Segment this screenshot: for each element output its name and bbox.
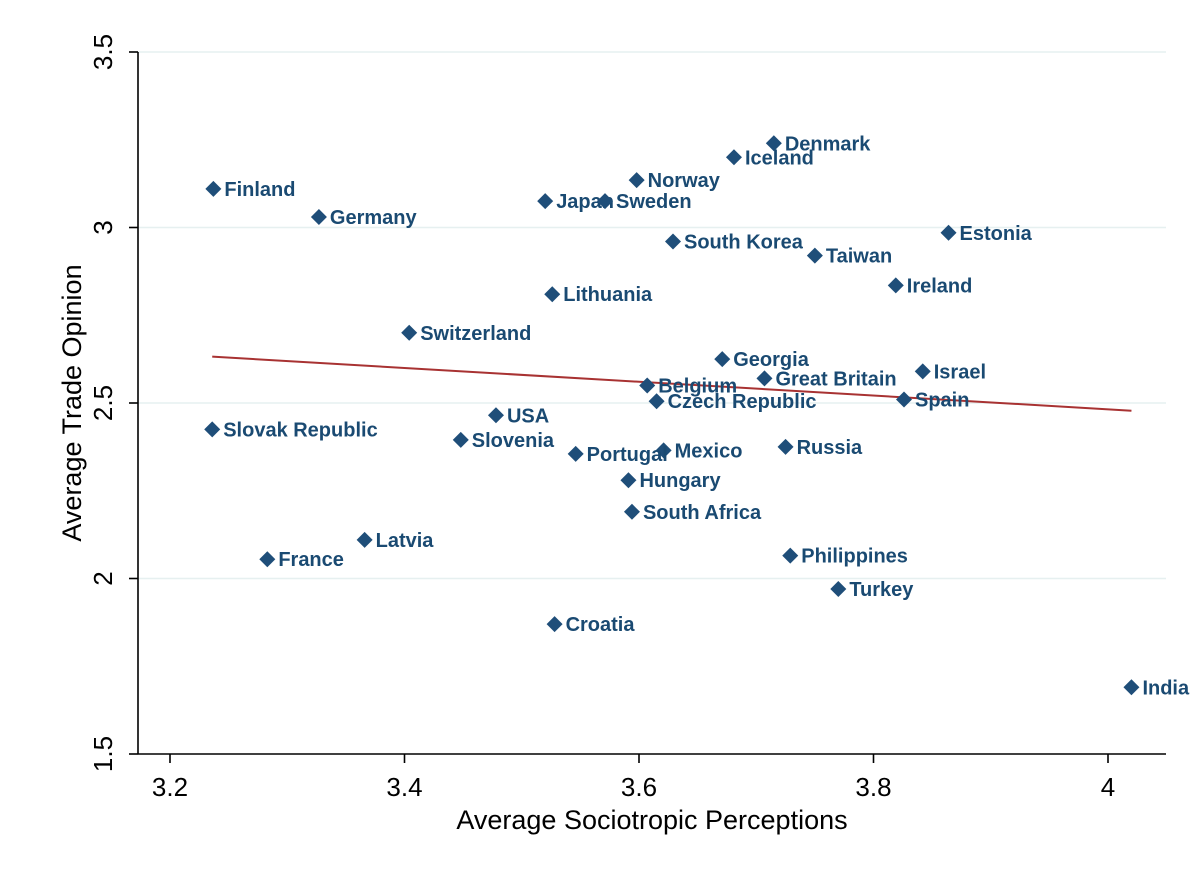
- data-point-marker: [259, 551, 276, 568]
- data-point-marker: [204, 421, 221, 438]
- y-axis-title: Average Trade Opinion: [57, 264, 87, 541]
- data-point-label: Slovak Republic: [223, 419, 378, 441]
- data-point-label: Georgia: [733, 349, 809, 371]
- data-point-marker: [401, 324, 418, 341]
- data-point-label: France: [278, 549, 344, 571]
- data-point-marker: [639, 377, 656, 394]
- data-point-marker: [544, 286, 561, 303]
- data-point-label: Philippines: [801, 546, 908, 568]
- data-point-label: USA: [507, 405, 549, 427]
- data-point-marker: [546, 616, 563, 633]
- x-tick-label: 3.4: [386, 772, 422, 802]
- data-point-label: Great Britain: [775, 368, 896, 390]
- data-point-marker: [887, 277, 904, 294]
- data-point-marker: [620, 472, 637, 489]
- data-point-label: Spain: [915, 389, 969, 411]
- data-point-marker: [914, 363, 931, 380]
- x-tick-label: 3.2: [152, 772, 188, 802]
- data-point-marker: [756, 370, 773, 387]
- y-tick-label: 3: [88, 220, 118, 234]
- axis-ticks: 3.2 3.4 3.6 3.8 4 1.5 2 2.5 3 3.5: [88, 34, 1115, 802]
- data-point-label: Germany: [330, 207, 418, 229]
- data-point-label: South Korea: [684, 232, 804, 254]
- data-point-label: Iceland: [745, 147, 814, 169]
- data-point-label: Russia: [797, 437, 863, 459]
- y-tick-label: 3.5: [88, 34, 118, 70]
- data-point-label: Sweden: [616, 191, 692, 213]
- data-point-label: Czech Republic: [668, 391, 817, 413]
- data-point-marker: [537, 193, 554, 210]
- data-point-marker: [714, 351, 731, 368]
- data-point-label: South Africa: [643, 502, 762, 524]
- data-point-marker: [310, 208, 327, 225]
- data-point-label: Belgium: [658, 375, 737, 397]
- data-point-label: Latvia: [376, 530, 435, 552]
- x-tick-label: 4: [1101, 772, 1115, 802]
- data-point-label: Croatia: [566, 614, 636, 636]
- data-point-marker: [1123, 679, 1140, 696]
- grid-lines: [138, 51, 1166, 580]
- data-point-marker: [648, 393, 665, 410]
- data-point-label: Portugal: [587, 444, 668, 466]
- data-point-marker: [655, 442, 672, 459]
- data-point-marker: [940, 224, 957, 241]
- y-tick-label: 1.5: [88, 736, 118, 772]
- data-point-label: Hungary: [639, 470, 721, 492]
- data-point-label: Japan: [556, 191, 614, 213]
- y-tick-label: 2.5: [88, 385, 118, 421]
- x-tick-label: 3.6: [621, 772, 657, 802]
- data-point-label: Turkey: [849, 579, 914, 601]
- data-point-marker: [623, 503, 640, 520]
- data-point-label: Denmark: [785, 133, 871, 155]
- data-point-marker: [782, 547, 799, 564]
- y-tick-label: 2: [88, 571, 118, 585]
- x-axis-title: Average Sociotropic Perceptions: [456, 805, 847, 835]
- data-point-marker: [665, 233, 682, 250]
- data-point-label: Ireland: [907, 275, 973, 297]
- x-tick-label: 3.8: [855, 772, 891, 802]
- data-point-label: Estonia: [960, 223, 1033, 245]
- data-point-marker: [205, 180, 222, 197]
- data-point-label: Israel: [934, 361, 986, 383]
- data-point-marker: [356, 531, 373, 548]
- data-point-label: Mexico: [675, 440, 743, 462]
- data-point-label: Finland: [224, 179, 295, 201]
- data-point-marker: [895, 391, 912, 408]
- data-point-label: Switzerland: [420, 323, 531, 345]
- data-point-marker: [628, 172, 645, 189]
- data-point-marker: [777, 438, 794, 455]
- data-point-label: Norway: [648, 170, 721, 192]
- data-point-marker: [452, 431, 469, 448]
- fit-line: [212, 355, 1132, 412]
- data-point-label: Taiwan: [826, 246, 892, 268]
- data-point-marker: [725, 149, 742, 166]
- data-point-label: Lithuania: [563, 284, 653, 306]
- data-point-marker: [487, 407, 504, 424]
- data-point-marker: [830, 581, 847, 598]
- data-point-label: Slovenia: [472, 430, 555, 452]
- data-point-marker: [596, 193, 613, 210]
- data-point-marker: [567, 445, 584, 462]
- data-point-marker: [806, 247, 823, 264]
- data-point-label: India: [1142, 677, 1190, 699]
- data-point-marker: [765, 135, 782, 152]
